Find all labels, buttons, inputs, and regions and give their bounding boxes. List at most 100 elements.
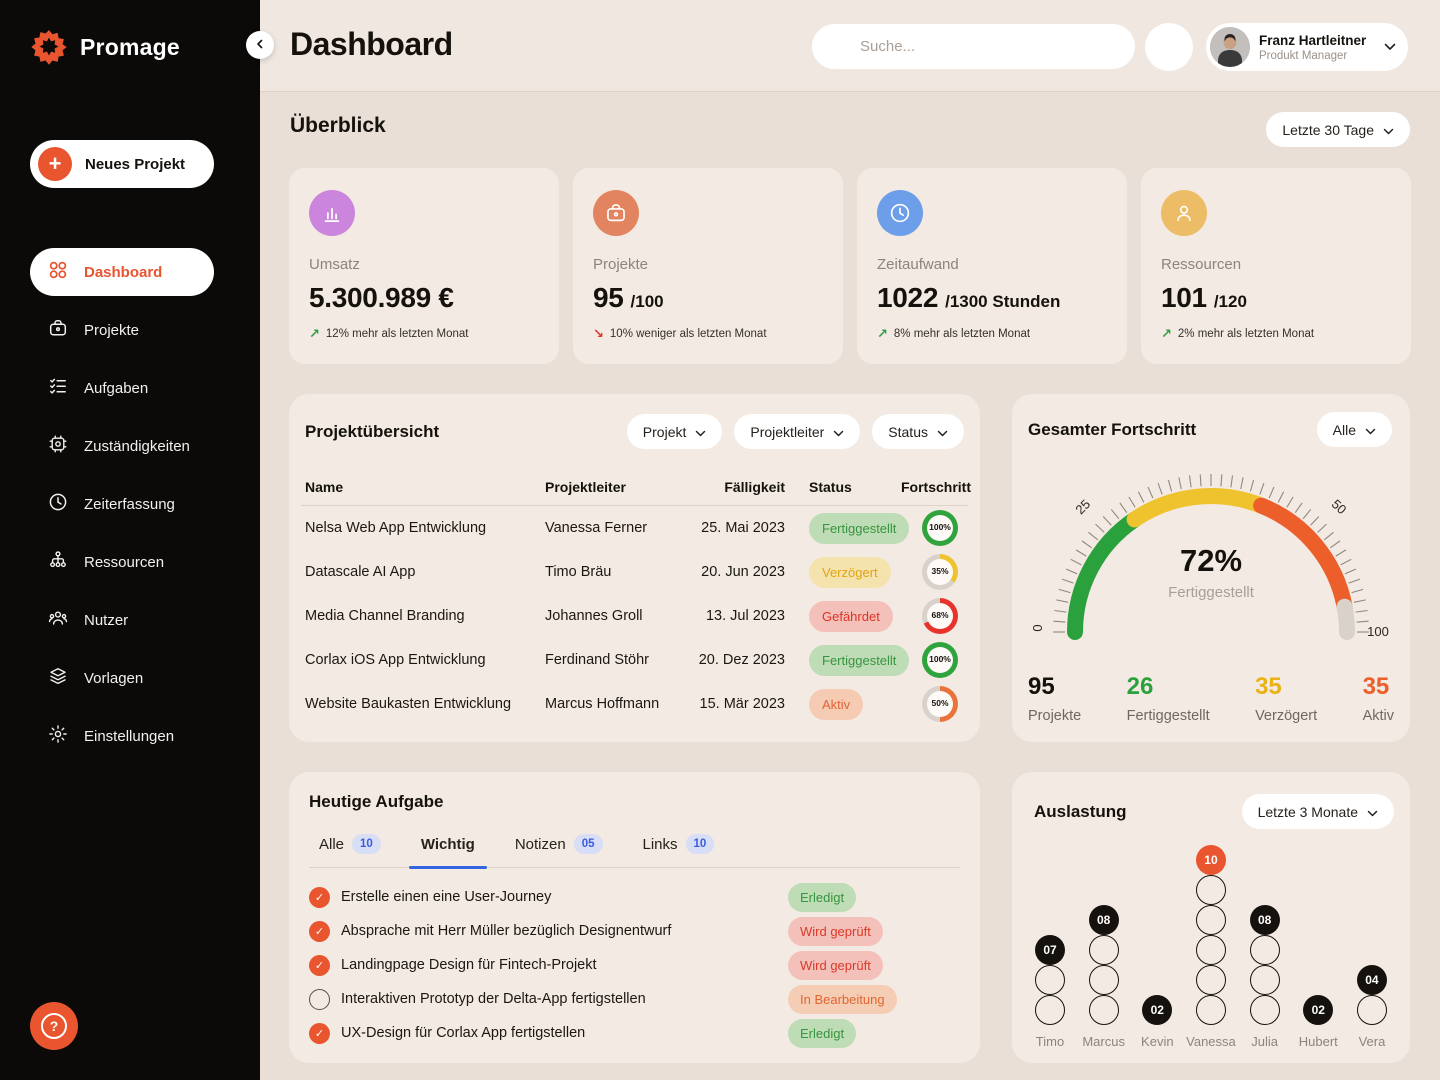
progress-ring: 35% <box>922 554 958 590</box>
task-row: ✓ Interaktiven Prototyp der Delta-App fe… <box>309 982 960 1016</box>
tab-label: Links <box>642 835 678 853</box>
workload-count-badge: 04 <box>1356 965 1387 995</box>
trend-arrow-icon: ↗ <box>1161 326 1172 341</box>
workload-range-dropdown[interactable]: Letzte 3 Monate <box>1241 794 1394 829</box>
sidebar-item-zeiterfassung[interactable]: Zeiterfassung <box>30 480 214 528</box>
chevron-down-icon <box>695 424 706 440</box>
workload-column: 08 Julia <box>1239 905 1291 1049</box>
task-tabs: Alle 10 Wichtig Notizen 05 Links 10 <box>309 834 960 869</box>
project-leader: Ferdinand Stöhr <box>545 652 649 668</box>
stat-trend: ↗ 2% mehr als letzten Monat <box>1161 326 1391 342</box>
filter-label: Projektleiter <box>750 423 825 440</box>
workload-dot <box>1088 935 1119 965</box>
tab-label: Wichtig <box>420 835 475 853</box>
tab-notizen[interactable]: Notizen 05 <box>515 834 603 867</box>
checklist-icon <box>48 376 68 401</box>
grid-icon <box>48 260 68 285</box>
task-text: UX-Design für Corlax App fertigstellen <box>341 1025 586 1041</box>
sidebar: Promage + Neues Projekt Dashboard Projek… <box>0 0 274 1080</box>
table-row[interactable]: Website Baukasten Entwicklung Marcus Hof… <box>301 682 968 726</box>
column-name: Name <box>305 479 344 495</box>
stat-fertiggestellt: 26 Fertiggestellt <box>1127 673 1210 724</box>
gear-icon <box>48 724 68 749</box>
hierarchy-icon <box>48 550 68 575</box>
tab-wichtig[interactable]: Wichtig <box>408 834 487 869</box>
sidebar-item-vorlagen[interactable]: Vorlagen <box>30 654 214 702</box>
task-checkbox[interactable]: ✓ <box>309 988 330 1010</box>
filter-projektleiter-dropdown[interactable]: Projektleiter <box>734 414 861 449</box>
sidebar-collapse-button[interactable] <box>246 31 274 59</box>
stat-label: Ressourcen <box>1161 256 1242 273</box>
trend-text: 2% mehr als letzten Monat <box>1177 328 1315 340</box>
stat-trend: ↗ 8% mehr als letzten Monat <box>877 326 1107 342</box>
search-input[interactable] <box>812 24 1135 69</box>
workload-count-badge: 02 <box>1303 995 1334 1025</box>
project-leader: Marcus Hoffmann <box>545 696 660 712</box>
stat-value: 35 <box>1362 673 1390 700</box>
stat-value: 101 <box>1161 282 1207 313</box>
project-name: Nelsa Web App Entwicklung <box>305 520 487 536</box>
clock-icon <box>877 190 923 236</box>
progress-ring: 50% <box>922 686 958 722</box>
user-meta: Franz Hartleitner Produkt Manager <box>1259 33 1375 62</box>
task-checkbox[interactable]: ✓ <box>309 886 330 908</box>
new-project-button[interactable]: + Neues Projekt <box>30 140 214 188</box>
sidebar-item-dashboard[interactable]: Dashboard <box>30 248 214 296</box>
column-projektleiter: Projektleiter <box>545 479 626 495</box>
chevron-down-icon <box>833 424 844 440</box>
filter-status-dropdown[interactable]: Status <box>872 414 964 449</box>
workload-column: 10 Vanessa <box>1185 845 1237 1049</box>
filter-label: Status <box>888 423 928 440</box>
project-due: 25. Mai 2023 <box>701 520 785 536</box>
workload-dot <box>1195 995 1226 1025</box>
stat-value: 95 <box>1028 673 1055 700</box>
sidebar-item-zustaendigkeiten[interactable]: Zuständigkeiten <box>30 422 214 470</box>
stat-value: 95 <box>593 282 624 313</box>
table-row[interactable]: Datascale AI App Timo Bräu 20. Jun 2023 … <box>301 550 968 594</box>
task-checkbox[interactable]: ✓ <box>309 1022 330 1044</box>
filter-label: Projekt <box>642 423 687 440</box>
task-list: ✓ Erstelle einen eine User-Journey Erled… <box>309 880 960 1050</box>
sidebar-item-ressourcen[interactable]: Ressourcen <box>30 538 214 586</box>
chevron-down-icon <box>1365 422 1376 438</box>
project-due: 20. Jun 2023 <box>701 564 785 580</box>
task-checkbox[interactable]: ✓ <box>309 954 330 976</box>
tab-alle[interactable]: Alle 10 <box>319 834 381 867</box>
sidebar-item-nutzer[interactable]: Nutzer <box>30 596 214 644</box>
progress-filter-dropdown[interactable]: Alle <box>1316 412 1392 447</box>
chevron-down-icon <box>1367 804 1378 820</box>
layers-icon <box>48 666 68 691</box>
trend-arrow-icon: ↗ <box>877 326 888 341</box>
brand: Promage <box>30 28 180 66</box>
task-checkbox[interactable]: ✓ <box>309 920 330 942</box>
workload-person-label: Vanessa <box>1186 1034 1236 1049</box>
gauge-value: 72% <box>1180 543 1242 578</box>
filter-projekt-dropdown[interactable]: Projekt <box>626 414 723 449</box>
sidebar-item-label: Zeiterfassung <box>84 495 175 513</box>
task-status-badge: In Bearbeitung <box>788 984 897 1014</box>
sidebar-item-einstellungen[interactable]: Einstellungen <box>30 712 214 760</box>
table-row[interactable]: Media Channel Branding Johannes Groll 13… <box>301 594 968 638</box>
table-header: Name Projektleiter Fälligkeit Status For… <box>301 479 971 495</box>
help-button[interactable]: ? <box>30 1002 78 1050</box>
tab-links[interactable]: Links 10 <box>643 834 715 867</box>
chevron-left-icon <box>255 36 265 54</box>
table-row[interactable]: Nelsa Web App Entwicklung Vanessa Ferner… <box>301 506 968 550</box>
sidebar-item-projekte[interactable]: Projekte <box>30 306 214 354</box>
project-due: 15. Mär 2023 <box>699 696 785 712</box>
workload-dot <box>1249 935 1280 965</box>
project-name: Corlax iOS App Entwicklung <box>305 652 486 668</box>
status-badge: Verzögert <box>809 556 891 588</box>
progress-ring: 100% <box>922 642 958 678</box>
user-menu[interactable]: Franz Hartleitner Produkt Manager <box>1206 23 1408 71</box>
task-status-badge: Erledigt <box>788 1018 857 1048</box>
today-tasks-title: Heutige Aufgabe <box>309 792 444 811</box>
stat-suffix: /100 <box>630 292 664 311</box>
overview-range-dropdown[interactable]: Letzte 30 Tage <box>1266 112 1410 147</box>
stat-suffix: /120 <box>1213 292 1247 311</box>
notification-button[interactable] <box>1145 23 1193 71</box>
table-row[interactable]: Corlax iOS App Entwicklung Ferdinand Stö… <box>301 638 968 682</box>
task-status-badge: Wird geprüft <box>788 950 883 980</box>
stat-aktiv: 35 Aktiv <box>1363 673 1394 724</box>
sidebar-item-aufgaben[interactable]: Aufgaben <box>30 364 214 412</box>
